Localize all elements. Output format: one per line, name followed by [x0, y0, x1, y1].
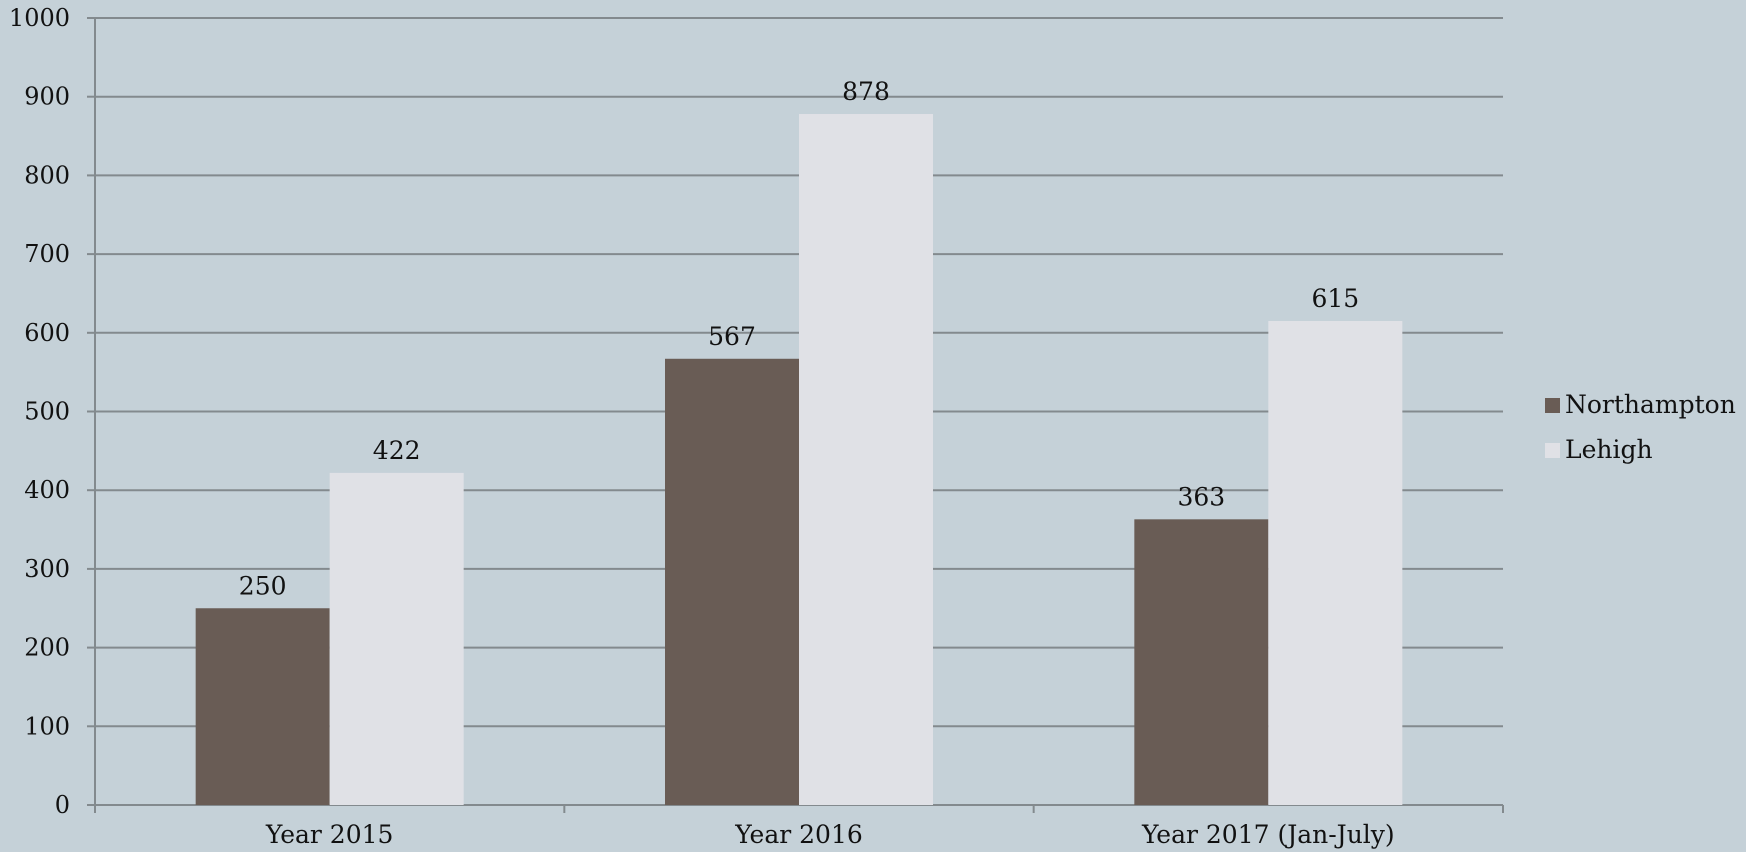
data-label: 250: [239, 571, 287, 600]
x-axis: Year 2015 Year 2016 Year 2017 (Jan-July): [95, 804, 1504, 849]
x-category-label: Year 2015: [265, 820, 394, 849]
bar: [799, 114, 933, 806]
data-label: 422: [373, 436, 421, 465]
x-category-label: Year 2016: [734, 820, 863, 849]
legend-swatch: [1545, 443, 1560, 458]
y-tick-label: 300: [24, 555, 70, 583]
bar: [195, 608, 330, 805]
legend: Northampton Lehigh: [1545, 390, 1736, 464]
y-tick-label: 400: [24, 476, 70, 504]
bars: [195, 114, 1403, 806]
bar: [1268, 320, 1403, 805]
data-label: 363: [1177, 482, 1225, 511]
x-category-label: Year 2017 (Jan-July): [1141, 820, 1395, 849]
y-axis: 0 100 200 300 400 500 600 700 800 900 1000: [9, 4, 96, 819]
data-label: 878: [842, 77, 890, 106]
data-label: 567: [708, 322, 756, 351]
y-tick-label: 200: [24, 634, 70, 662]
y-tick-label: 800: [24, 161, 70, 189]
bar: [1134, 519, 1269, 805]
y-tick-label: 1000: [9, 4, 70, 32]
y-tick-label: 700: [24, 240, 70, 268]
legend-label: Northampton: [1565, 390, 1736, 419]
y-tick-label: 900: [24, 83, 70, 111]
y-tick-label: 100: [24, 712, 70, 740]
y-tick-label: 0: [55, 791, 70, 819]
data-label: 615: [1311, 284, 1359, 313]
y-tick-label: 600: [24, 319, 70, 347]
legend-swatch: [1545, 398, 1560, 413]
bar: [329, 472, 464, 805]
data-labels: 250 422 567 878 363 615: [239, 77, 1359, 600]
legend-label: Lehigh: [1565, 435, 1653, 464]
y-tick-label: 500: [24, 398, 70, 426]
bar: [665, 358, 799, 805]
